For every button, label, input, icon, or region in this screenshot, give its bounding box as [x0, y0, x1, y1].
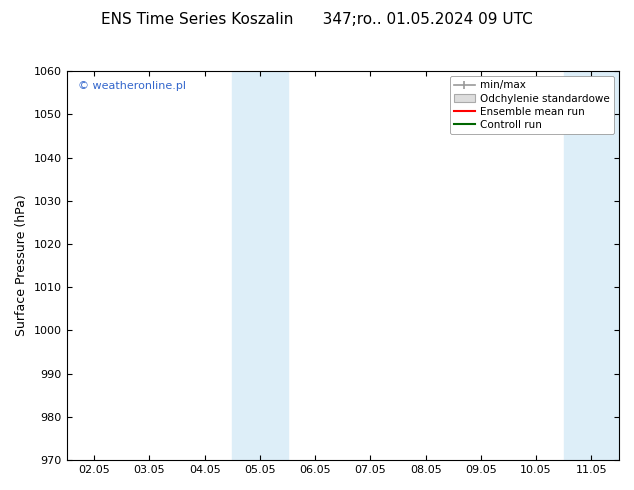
Y-axis label: Surface Pressure (hPa): Surface Pressure (hPa) — [15, 195, 28, 337]
Text: © weatheronline.pl: © weatheronline.pl — [77, 81, 186, 91]
Text: ENS Time Series Koszalin      347;ro.. 01.05.2024 09 UTC: ENS Time Series Koszalin 347;ro.. 01.05.… — [101, 12, 533, 27]
Bar — [564, 71, 619, 460]
Legend: min/max, Odchylenie standardowe, Ensemble mean run, Controll run: min/max, Odchylenie standardowe, Ensembl… — [450, 76, 614, 134]
Bar — [232, 71, 288, 460]
